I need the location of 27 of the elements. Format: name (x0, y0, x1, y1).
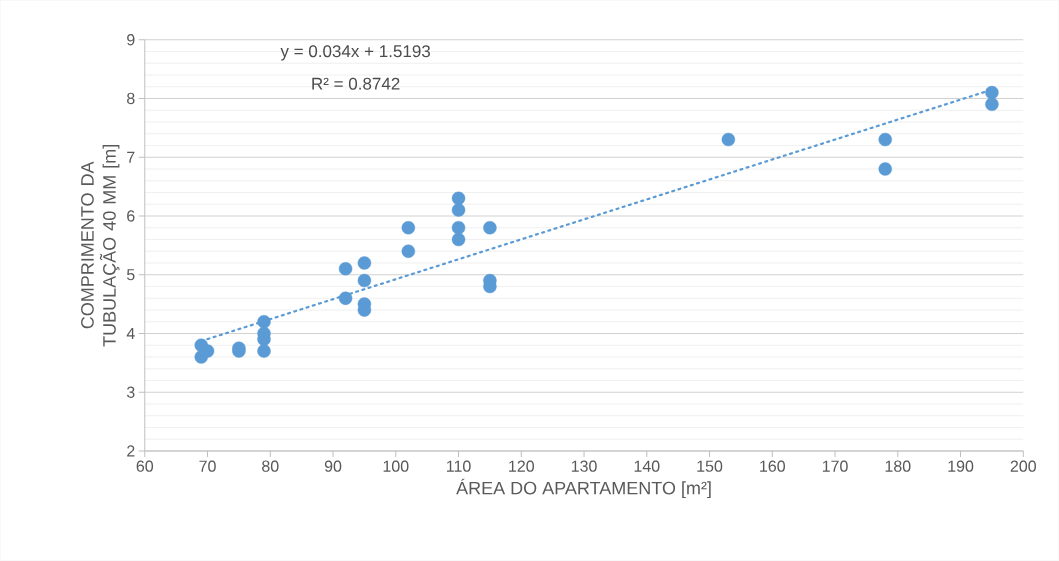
y-tick-label: 5 (126, 269, 135, 281)
x-tick-label: 60 (136, 460, 154, 472)
y-tick-label: 2 (127, 445, 135, 457)
annotation: y = 0.034x + 1.5193 (280, 45, 431, 61)
x-tick-label: 80 (262, 460, 279, 472)
x-tick-label: 70 (199, 460, 216, 472)
x-tick-label: 190 (948, 460, 974, 472)
x-tick-label: 180 (885, 460, 911, 472)
x-tick-label: 150 (697, 460, 723, 472)
y-tick-label: 8 (127, 92, 135, 105)
annotation: R² = 0.8742 (312, 77, 400, 90)
y-tick-label: 4 (126, 328, 135, 340)
y-tick-label: 6 (127, 210, 135, 222)
y-tick-label: 3 (126, 386, 135, 399)
x-tick-label: 200 (1010, 460, 1036, 472)
x-tick-label: 130 (571, 460, 597, 472)
x-tick-label: 90 (324, 460, 342, 472)
y-tick-label: 9 (127, 34, 135, 46)
x-tick-label: 100 (383, 460, 409, 472)
x-axis-title: ÁREA DO APARTAMENTO [m²] (456, 478, 711, 499)
x-tick-label: 170 (822, 460, 848, 472)
x-tick-label: 110 (447, 460, 471, 472)
y-tick-label: 7 (127, 151, 135, 163)
x-tick-label: 160 (760, 460, 785, 472)
y-axis-title: COMPRIMENTO DA TUBULAÇÃO 40 MM [m] (81, 145, 120, 347)
x-tick-label: 120 (509, 460, 534, 472)
x-tick-label: 140 (634, 460, 660, 472)
